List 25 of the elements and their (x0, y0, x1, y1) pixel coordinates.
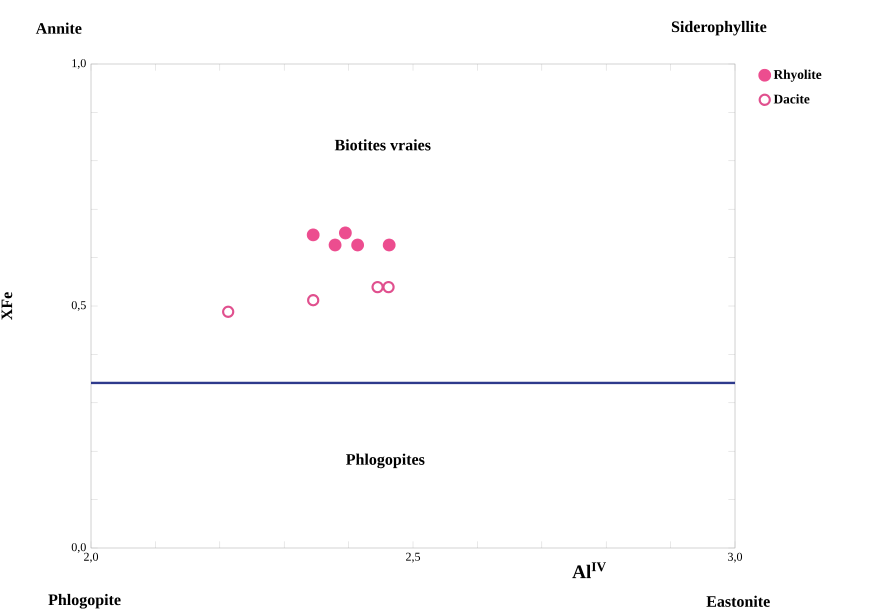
text: Eastonite (706, 596, 770, 607)
text: Siderophyllite (672, 20, 766, 36)
point (328, 238, 342, 252)
x-tick-label: 2,5 (406, 552, 420, 562)
point (371, 280, 384, 294)
point (382, 280, 395, 294)
point (307, 294, 320, 306)
point (338, 226, 352, 240)
x-axis-title: Al$^{IV}$ (572, 562, 606, 578)
text: Annite (36, 22, 82, 34)
point (306, 228, 320, 242)
legend-label: Dacite (774, 94, 810, 104)
annotation: Phlogopites (346, 454, 424, 468)
point (351, 238, 364, 252)
y-tick-label: 0,5 (72, 301, 86, 311)
legend-label: Rhyolite (774, 70, 822, 82)
y-tick-label: 0,0 (72, 543, 86, 553)
annotation: Biotites vraies (334, 139, 431, 150)
y-tick-label: 1,0 (72, 59, 86, 69)
x-tick-label: 2,0 (84, 552, 98, 563)
point (382, 238, 396, 252)
x-tick-label: 3,0 (728, 552, 742, 563)
text: Phlogopite (48, 594, 121, 609)
y-axis-title: XFe (2, 292, 12, 320)
point (222, 306, 234, 318)
